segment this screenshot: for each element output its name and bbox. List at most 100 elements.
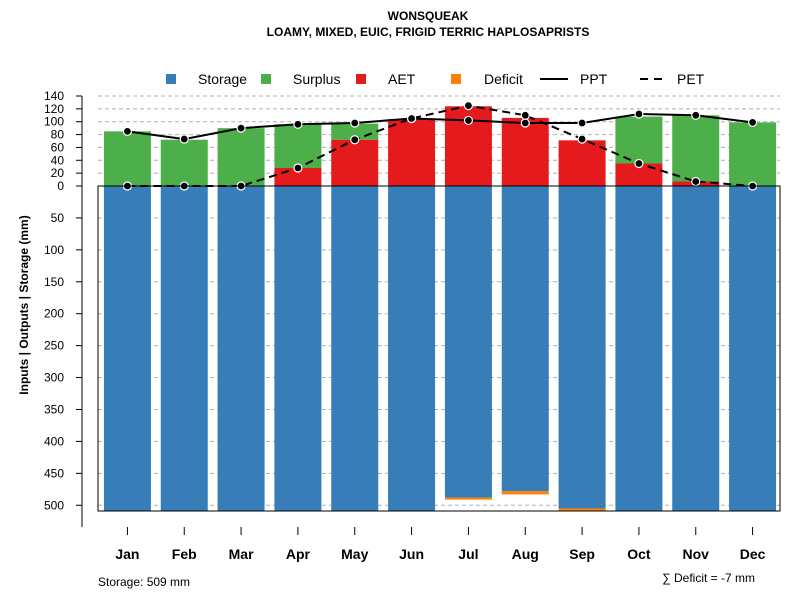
bar-aet-oct xyxy=(615,163,663,186)
x-tick-label-jul: Jul xyxy=(458,546,478,562)
bar-deficit-aug xyxy=(501,491,549,495)
point-ppt-oct xyxy=(634,109,644,119)
y-tick-label: 150 xyxy=(44,275,64,289)
bar-storage-dec xyxy=(729,186,777,511)
y-tick-label: 100 xyxy=(44,243,64,257)
bar-storage-jan xyxy=(103,186,151,511)
legend-swatch-deficit xyxy=(451,74,461,84)
bar-storage-jun xyxy=(388,186,436,511)
bar-deficit-sep xyxy=(558,508,606,511)
y-tick-label: 500 xyxy=(44,498,64,512)
point-ppt-sep xyxy=(577,118,587,128)
bar-aet-may xyxy=(331,139,379,186)
x-tick-label-may: May xyxy=(341,546,368,562)
bar-surplus-apr xyxy=(274,124,322,168)
legend-label-aet: AET xyxy=(388,71,416,87)
point-ppt-mar xyxy=(236,123,246,133)
y-tick-label: 450 xyxy=(44,466,64,480)
x-tick-label-mar: Mar xyxy=(229,546,254,562)
legend-label-ppt: PPT xyxy=(580,71,608,87)
point-pet-aug xyxy=(520,110,530,120)
y-tick-label: 300 xyxy=(44,371,64,385)
legend-swatch-storage xyxy=(166,74,176,84)
bar-storage-oct xyxy=(615,186,663,511)
bar-surplus-jan xyxy=(103,131,151,186)
point-pet-nov xyxy=(691,176,701,187)
bar-surplus-mar xyxy=(217,128,265,186)
point-pet-oct xyxy=(634,158,644,169)
x-tick-label-apr: Apr xyxy=(286,546,311,562)
y-tick-label: 120 xyxy=(44,102,64,116)
bar-storage-may xyxy=(331,186,379,511)
bar-storage-feb xyxy=(160,186,208,511)
point-pet-may xyxy=(350,135,360,145)
legend-swatch-aet xyxy=(356,74,366,84)
bar-storage-nov xyxy=(672,186,720,511)
point-ppt-aug xyxy=(520,118,530,128)
y-tick-label: 100 xyxy=(44,115,64,129)
storage-note: Storage: 509 mm xyxy=(98,575,190,589)
point-ppt-feb xyxy=(179,134,189,144)
line-ppt xyxy=(127,112,753,141)
bar-surplus-oct xyxy=(615,116,663,164)
y-tick-label: 200 xyxy=(44,307,64,321)
chart-title: WONSQUEAK xyxy=(388,9,469,23)
point-ppt-apr xyxy=(293,119,303,129)
y-ticks: 0204060801001201405010015020025030035040… xyxy=(44,89,82,512)
x-tick-label-aug: Aug xyxy=(512,546,539,562)
point-ppt-nov xyxy=(691,110,701,120)
y-tick-label: 60 xyxy=(51,140,65,154)
legend-label-pet: PET xyxy=(677,71,705,87)
y-tick-label: 350 xyxy=(44,402,64,416)
bar-storage-apr xyxy=(274,186,322,511)
y-tick-label: 20 xyxy=(51,166,65,180)
x-tick-label-feb: Feb xyxy=(172,546,197,562)
point-pet-jul xyxy=(463,101,474,111)
x-tick-label-dec: Dec xyxy=(740,546,766,562)
point-pet-apr xyxy=(293,163,303,173)
y-tick-label: 400 xyxy=(44,434,64,448)
point-ppt-jul xyxy=(463,115,474,126)
point-ppt-dec xyxy=(747,117,758,127)
legend-label-surplus: Surplus xyxy=(293,71,340,87)
axes xyxy=(81,96,781,527)
bar-aet-sep xyxy=(558,140,606,186)
x-tick-label-oct: Oct xyxy=(627,546,651,562)
y-tick-label: 80 xyxy=(51,128,65,142)
bar-storage-jul xyxy=(444,186,492,498)
point-ppt-may xyxy=(350,118,360,128)
bar-storage-aug xyxy=(501,186,549,492)
x-tick-label-jun: Jun xyxy=(399,546,424,562)
point-pet-jun xyxy=(406,113,417,124)
bar-surplus-nov xyxy=(672,115,720,182)
plot-frame xyxy=(97,185,781,512)
y-tick-label: 250 xyxy=(44,339,64,353)
y-tick-label: 140 xyxy=(44,89,64,103)
bars xyxy=(103,106,777,511)
bar-surplus-feb xyxy=(160,139,208,186)
series-points xyxy=(122,101,758,191)
y-tick-label: 50 xyxy=(51,211,65,225)
point-ppt-jan xyxy=(122,126,133,136)
bar-deficit-jul xyxy=(444,497,492,500)
legend-label-storage: Storage xyxy=(198,71,247,87)
point-pet-sep xyxy=(577,134,587,144)
y-axis-label: Inputs | Outputs | Storage (mm) xyxy=(17,215,31,394)
bar-aet-aug xyxy=(501,117,549,186)
deficit-note: ∑ Deficit = -7 mm xyxy=(662,571,755,585)
bar-surplus-dec xyxy=(729,122,777,186)
bar-aet-jun xyxy=(388,119,436,186)
legend: Storage Surplus AET Deficit PPT PET xyxy=(166,71,705,87)
x-tick-label-nov: Nov xyxy=(683,546,710,562)
y-tick-label: 40 xyxy=(51,153,65,167)
x-tick-label-jan: Jan xyxy=(115,546,139,562)
y-tick-label: 0 xyxy=(57,179,64,193)
chart-subtitle: LOAMY, MIXED, EUIC, FRIGID TERRIC HAPLOS… xyxy=(267,25,590,39)
x-tick-label-sep: Sep xyxy=(569,546,595,562)
bar-storage-mar xyxy=(217,186,265,511)
legend-swatch-surplus xyxy=(261,74,271,84)
x-ticks: Jan Feb Mar Apr May Jun Jul Aug Sep Oct Nov Dec xyxy=(115,527,766,562)
legend-label-deficit: Deficit xyxy=(484,71,523,87)
bar-storage-sep xyxy=(558,186,606,509)
